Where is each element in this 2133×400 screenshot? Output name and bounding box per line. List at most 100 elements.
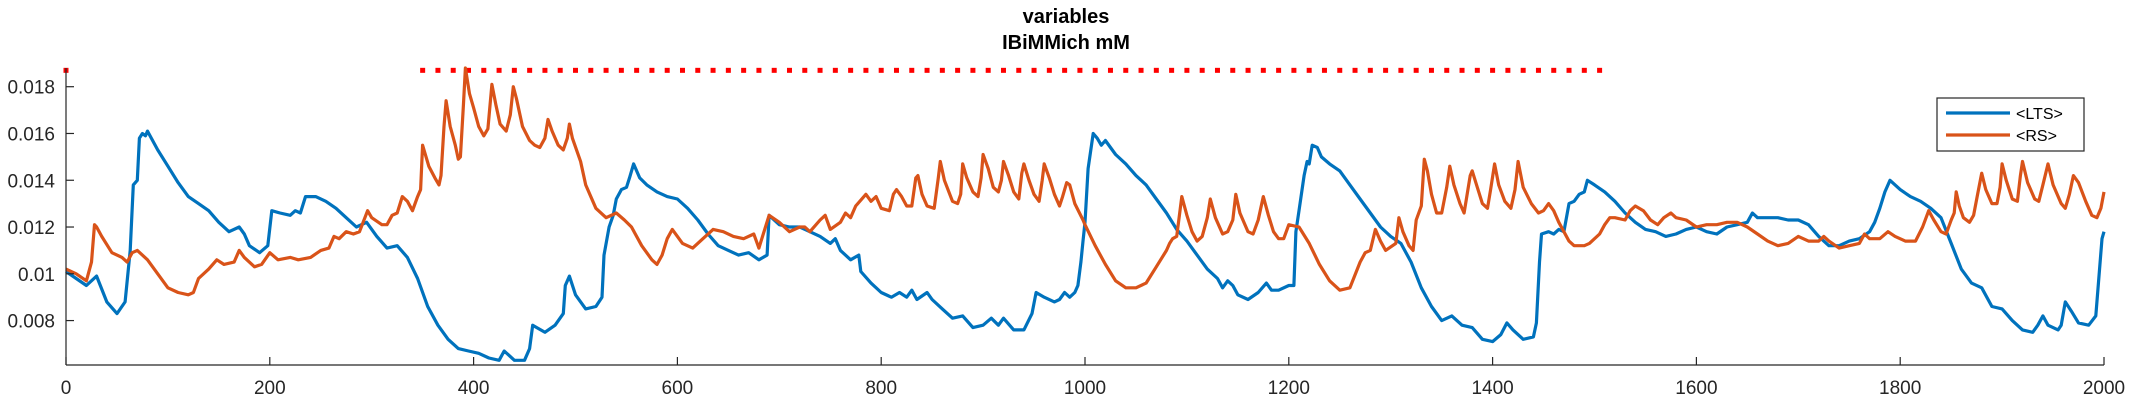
event-marker xyxy=(955,67,961,73)
axes: 0 200 400 600 800 1000 1200 1400 1600 1800 2000 0.0… xyxy=(7,68,2125,399)
event-marker xyxy=(741,67,747,73)
legend-label: <LTS> xyxy=(2016,106,2063,123)
event-marker xyxy=(1276,67,1282,73)
event-marker xyxy=(511,67,517,73)
x-tick-label: 1400 xyxy=(1471,378,1513,399)
event-marker xyxy=(939,67,945,73)
event-marker xyxy=(435,67,441,73)
event-marker xyxy=(1077,67,1083,73)
event-marker xyxy=(603,67,609,73)
legend-label: <RS> xyxy=(2016,128,2057,145)
event-marker xyxy=(1597,67,1603,73)
x-tick-label: 600 xyxy=(662,378,694,399)
event-marker xyxy=(1138,67,1144,73)
event-marker xyxy=(1046,67,1052,73)
x-tick-label: 1200 xyxy=(1268,378,1310,399)
event-marker xyxy=(848,67,854,73)
event-marker xyxy=(1566,67,1572,73)
event-marker xyxy=(725,67,731,73)
y-tick-label: 0.012 xyxy=(7,218,55,239)
event-marker xyxy=(1031,67,1037,73)
legend: <LTS> <RS> xyxy=(1936,97,2085,152)
event-marker xyxy=(1474,67,1480,73)
event-marker xyxy=(649,67,655,73)
event-marker xyxy=(1398,67,1404,73)
event-marker xyxy=(420,67,426,73)
event-marker xyxy=(557,67,563,73)
x-tick-label: 1600 xyxy=(1675,378,1717,399)
event-marker xyxy=(802,67,808,73)
event-marker xyxy=(496,67,502,73)
event-marker xyxy=(542,67,548,73)
x-tick-label: 0 xyxy=(61,378,72,399)
event-marker xyxy=(1444,67,1450,73)
event-marker xyxy=(1459,67,1465,73)
event-marker xyxy=(1199,67,1205,73)
event-marker xyxy=(1428,67,1434,73)
x-tick-label: 1800 xyxy=(1879,378,1921,399)
event-marker xyxy=(985,67,991,73)
event-marker xyxy=(1184,67,1190,73)
y-tick-label: 0.008 xyxy=(7,312,55,333)
event-marker xyxy=(1291,67,1297,73)
x-tick-label: 800 xyxy=(865,378,897,399)
event-marker xyxy=(1413,67,1419,73)
event-marker xyxy=(1520,67,1526,73)
event-marker xyxy=(679,67,685,73)
event-marker xyxy=(832,67,838,73)
x-tick-label: 2000 xyxy=(2083,378,2125,399)
event-marker xyxy=(1383,67,1389,73)
event-marker xyxy=(466,67,472,73)
event-marker xyxy=(573,67,578,73)
event-marker xyxy=(1092,67,1098,73)
event-marker xyxy=(1581,67,1587,73)
event-marker xyxy=(1123,67,1129,73)
legend-box xyxy=(1936,97,2085,152)
y-tick-label: 0.01 xyxy=(18,265,55,286)
event-marker xyxy=(1367,67,1373,73)
x-tick-label: 400 xyxy=(458,378,490,399)
event-marker xyxy=(634,67,640,73)
event-marker xyxy=(970,67,976,73)
event-marker xyxy=(893,67,899,73)
event-marker xyxy=(909,67,915,73)
event-marker xyxy=(481,67,487,73)
series-lines xyxy=(65,66,2106,362)
event-marker xyxy=(786,67,792,73)
series-line-rs xyxy=(65,66,2106,297)
event-marker xyxy=(588,67,594,73)
y-tick-label: 0.018 xyxy=(7,78,55,99)
event-marker xyxy=(1337,67,1343,73)
y-tick-label: 0.016 xyxy=(7,124,55,145)
event-marker xyxy=(1107,67,1113,73)
event-marker xyxy=(1230,67,1236,73)
event-marker xyxy=(1214,67,1220,73)
event-marker xyxy=(1245,67,1251,73)
event-markers xyxy=(63,67,1603,73)
event-marker xyxy=(1352,67,1358,73)
event-marker xyxy=(1000,67,1006,73)
series-line-lts xyxy=(65,129,2106,362)
event-marker xyxy=(878,67,884,73)
event-marker xyxy=(1153,67,1159,73)
x-tick-label: 1000 xyxy=(1064,378,1106,399)
event-marker xyxy=(756,67,762,73)
event-marker xyxy=(618,67,624,73)
y-tick-label: 0.014 xyxy=(7,171,55,192)
event-marker xyxy=(1321,67,1327,73)
event-marker xyxy=(1490,67,1496,73)
event-marker xyxy=(1260,67,1266,73)
event-marker xyxy=(527,67,533,73)
event-marker xyxy=(771,67,777,73)
event-marker xyxy=(695,67,701,73)
event-marker xyxy=(924,67,930,73)
event-marker xyxy=(1062,67,1068,73)
chart-subtitle: IBiMMich mM xyxy=(1002,32,1130,54)
event-marker xyxy=(1551,67,1557,73)
event-marker xyxy=(710,67,716,73)
event-marker xyxy=(1505,67,1511,73)
event-marker xyxy=(1535,67,1541,73)
event-marker xyxy=(1169,67,1175,73)
event-marker xyxy=(1306,67,1312,73)
